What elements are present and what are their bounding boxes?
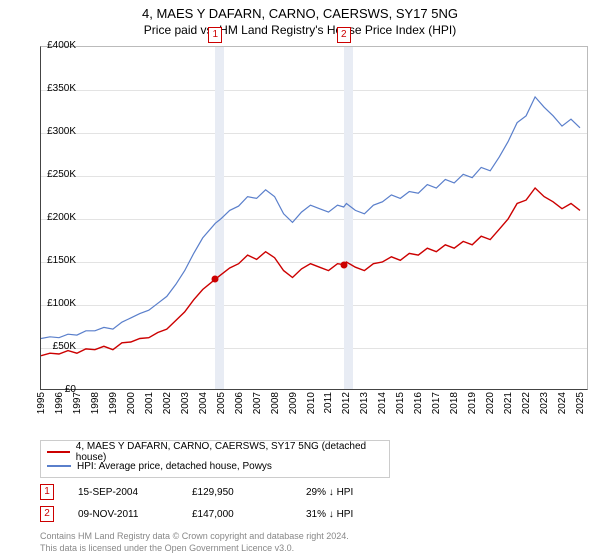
chart-title: 4, MAES Y DAFARN, CARNO, CAERSWS, SY17 5… [0, 0, 600, 21]
x-axis-label: 1995 [36, 392, 46, 414]
y-axis-label: £50K [32, 341, 76, 353]
x-axis-label: 1996 [54, 392, 64, 414]
x-axis-label: 2007 [252, 392, 262, 414]
x-axis-label: 2013 [359, 392, 369, 414]
legend-row: 4, MAES Y DAFARN, CARNO, CAERSWS, SY17 5… [47, 445, 383, 459]
x-axis-label: 2018 [449, 392, 459, 414]
legend-swatch-property [47, 451, 70, 453]
chart-lines [41, 47, 589, 391]
x-axis-label: 2001 [144, 392, 154, 414]
y-axis-label: £250K [32, 169, 76, 181]
y-axis-label: £200K [32, 212, 76, 224]
x-axis-label: 2004 [198, 392, 208, 414]
transaction-marker: 1 [208, 27, 222, 43]
x-axis-label: 1999 [108, 392, 118, 414]
series-property [41, 188, 580, 356]
marker-badge-2: 2 [40, 506, 54, 522]
legend-label-hpi: HPI: Average price, detached house, Powy… [77, 461, 272, 472]
transaction-row: 2 09-NOV-2011 £147,000 31% ↓ HPI [40, 506, 560, 522]
transaction-price: £129,950 [192, 487, 282, 498]
data-point [212, 276, 219, 283]
footer: Contains HM Land Registry data © Crown c… [40, 530, 349, 554]
data-point [340, 261, 347, 268]
x-axis-label: 2025 [575, 392, 585, 414]
y-axis-label: £300K [32, 126, 76, 138]
marker-badge-1: 1 [40, 484, 54, 500]
x-axis-label: 2023 [539, 392, 549, 414]
x-axis-label: 2012 [341, 392, 351, 414]
footer-line2: This data is licensed under the Open Gov… [40, 542, 349, 554]
y-axis-label: £400K [32, 40, 76, 52]
chart-subtitle: Price paid vs. HM Land Registry's House … [0, 21, 600, 37]
x-axis-label: 2019 [467, 392, 477, 414]
x-axis-label: 2022 [521, 392, 531, 414]
plot-region: 12 [40, 46, 588, 390]
x-axis-label: 2020 [485, 392, 495, 414]
legend: 4, MAES Y DAFARN, CARNO, CAERSWS, SY17 5… [40, 440, 390, 478]
x-axis-label: 2005 [216, 392, 226, 414]
transaction-marker: 2 [337, 27, 351, 43]
x-axis-label: 2024 [557, 392, 567, 414]
series-hpi [41, 97, 580, 339]
x-axis-label: 2014 [377, 392, 387, 414]
x-axis-label: 2016 [413, 392, 423, 414]
transaction-price: £147,000 [192, 509, 282, 520]
x-axis-label: 2002 [162, 392, 172, 414]
x-axis-label: 2021 [503, 392, 513, 414]
transaction-diff: 29% ↓ HPI [306, 487, 396, 498]
transaction-row: 1 15-SEP-2004 £129,950 29% ↓ HPI [40, 484, 560, 500]
footer-line1: Contains HM Land Registry data © Crown c… [40, 530, 349, 542]
x-axis-label: 1998 [90, 392, 100, 414]
y-axis-label: £100K [32, 298, 76, 310]
y-axis-label: £150K [32, 255, 76, 267]
y-axis-label: £350K [32, 83, 76, 95]
x-axis-label: 2006 [234, 392, 244, 414]
x-axis-label: 2010 [306, 392, 316, 414]
legend-swatch-hpi [47, 465, 71, 467]
chart-area: 12 £0£50K£100K£150K£200K£250K£300K£350K£… [40, 46, 588, 410]
x-axis-label: 1997 [72, 392, 82, 414]
x-axis-label: 2011 [323, 392, 333, 414]
transaction-date: 09-NOV-2011 [78, 509, 168, 520]
x-axis-label: 2008 [270, 392, 280, 414]
x-axis-label: 2015 [395, 392, 405, 414]
transaction-date: 15-SEP-2004 [78, 487, 168, 498]
x-axis-label: 2017 [431, 392, 441, 414]
x-axis-label: 2000 [126, 392, 136, 414]
transaction-diff: 31% ↓ HPI [306, 509, 396, 520]
x-axis-label: 2003 [180, 392, 190, 414]
x-axis-label: 2009 [288, 392, 298, 414]
